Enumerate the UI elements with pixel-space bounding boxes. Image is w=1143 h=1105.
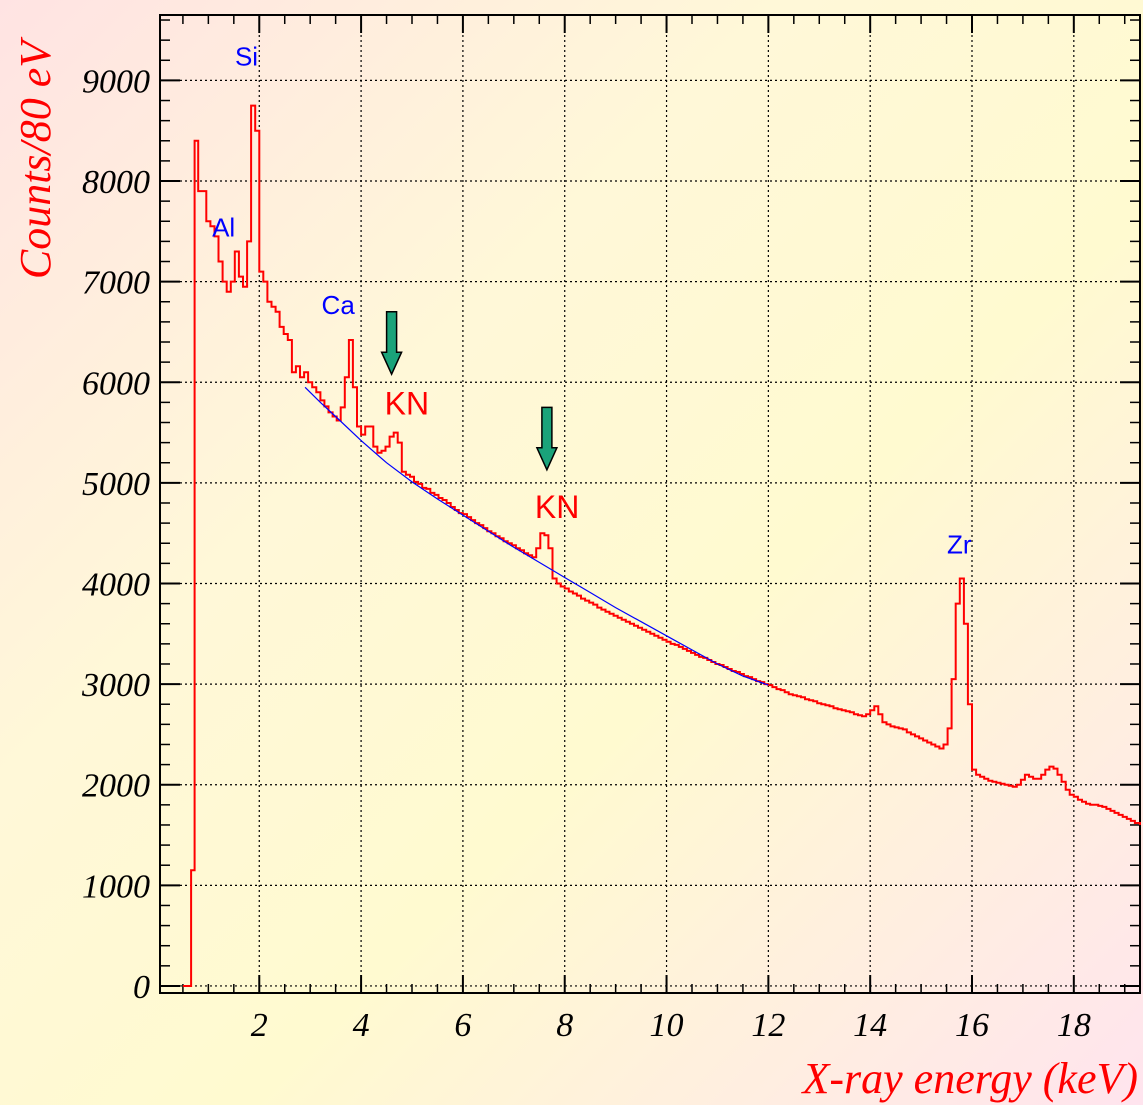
y-tick-label: 7000 [82,265,150,302]
peak-label: Al [212,212,235,242]
data-layer [182,104,1141,987]
arrow-marker [535,406,559,472]
arrow-marker [380,311,403,377]
x-tick-label: 6 [454,1007,471,1044]
x-tick-label: 2 [251,1007,268,1044]
x-tick-label: 16 [955,1007,989,1044]
x-tick-label: 18 [1057,1007,1091,1044]
annotations: Si Al Ca KN KN Zr [212,41,972,559]
spectrum-histogram [182,104,1141,987]
y-tick-label: 8000 [82,164,150,201]
y-axis-label: Counts/80 eV [11,36,60,279]
fit-curve [304,386,769,686]
peak-label: Zr [947,529,972,559]
grid [160,15,1140,993]
plot-frame [159,14,1141,994]
peak-label: Ca [322,290,356,320]
y-tick-label: 2000 [82,768,150,805]
y-tick-label: 5000 [82,466,150,503]
x-tick-label: 14 [853,1007,887,1044]
y-tick-label: 0 [133,969,150,1006]
y-tick-label: 3000 [81,667,150,704]
y-tick-label: 6000 [82,365,150,402]
y-tick-label: 4000 [82,566,150,603]
x-tick-label: 8 [556,1007,573,1044]
peak-label: Si [235,41,258,71]
y-tick-label: 9000 [82,63,150,100]
x-axis-label: X-ray energy (keV) [801,1054,1139,1103]
x-tick-label: 4 [353,1007,370,1044]
peak-label: KN [385,385,429,421]
x-tick-label: 12 [751,1007,785,1044]
peak-label: KN [535,489,579,525]
x-tick-label: 10 [650,1007,684,1044]
y-tick-label: 1000 [82,868,150,905]
ticks: 2 4 6 8 10 12 14 16 18 0 1000 2000 3000 4000 5000 6000 7… [81,15,1140,1044]
